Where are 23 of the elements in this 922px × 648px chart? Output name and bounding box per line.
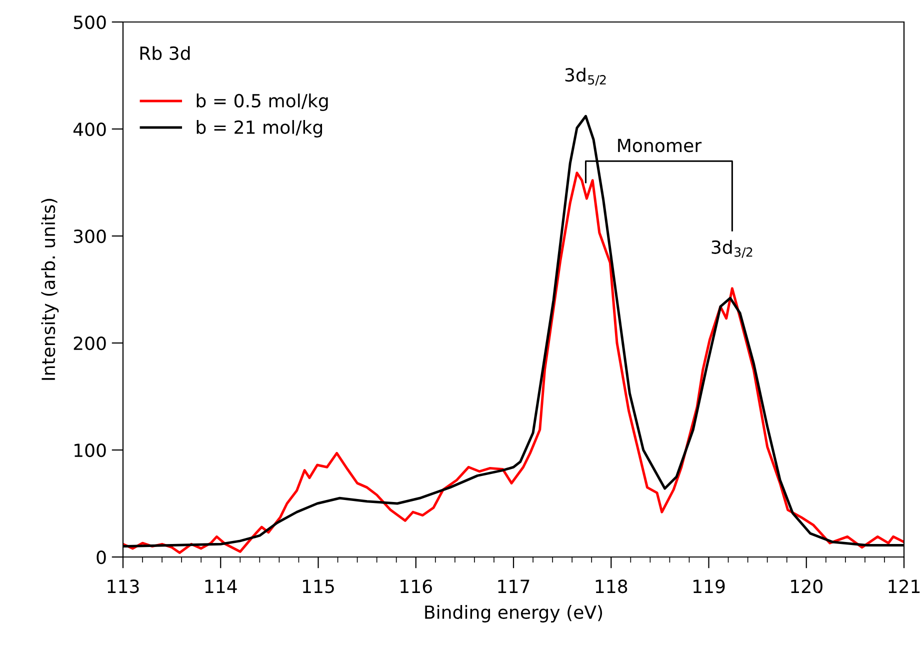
x-tick-label: 116 — [400, 580, 432, 594]
x-tick-label: 121 — [888, 580, 920, 593]
y-tick-label: 500 — [74, 15, 106, 30]
annotation: Monomer — [618, 138, 702, 152]
x-tick-label: 119 — [694, 580, 725, 594]
y-tick-label: 300 — [74, 229, 106, 244]
x-tick-label: 118 — [596, 580, 628, 594]
annotation: 3d$_{5/2}$ — [565, 68, 606, 86]
x-tick-label: 120 — [791, 580, 822, 594]
y-tick-label: 0 — [96, 550, 106, 564]
x-tick-label: 117 — [498, 580, 530, 593]
legend-label: b = 21 mol/kg — [196, 120, 322, 138]
annotation: 3d$_{3/2}$ — [712, 240, 752, 258]
x-tick-label: 113 — [108, 580, 139, 594]
y-tick-label: 100 — [74, 443, 106, 458]
x-tick-label: 114 — [205, 580, 237, 593]
legend-label: b = 0.5 mol/kg — [196, 94, 328, 112]
y-tick-label: 400 — [73, 122, 106, 136]
annotation: Rb 3d — [140, 46, 190, 60]
x-axis-title: Binding energy (eV) — [425, 605, 602, 623]
y-axis-title: Intensity (arb. units) — [41, 198, 59, 380]
x-tick-label: 115 — [303, 580, 334, 594]
y-tick-label: 200 — [74, 336, 106, 350]
